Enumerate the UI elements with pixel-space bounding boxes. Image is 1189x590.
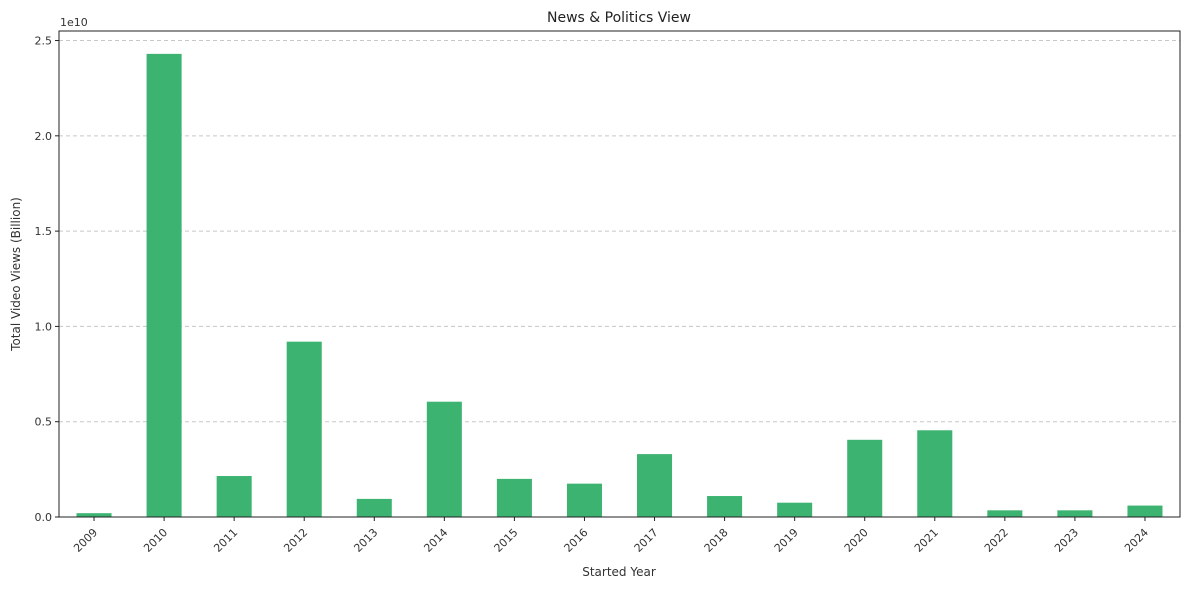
y-axis-ticks: 0.0 0.5 1.0 1.5 2.0 2.5	[35, 35, 59, 524]
x-tick-label: 2015	[492, 526, 521, 555]
x-tick-label: 2010	[141, 526, 170, 555]
x-tick-label: 2011	[211, 526, 240, 555]
bar-2013	[356, 498, 392, 517]
bar-2024	[1127, 505, 1163, 517]
x-tick-label: 2023	[1052, 526, 1081, 555]
x-tick-label: 2009	[71, 526, 100, 555]
bar-2017	[637, 454, 673, 517]
x-tick-label: 2018	[702, 526, 731, 555]
x-axis-ticks: 2009 2010 2011 2012 2013 2014 2015 2016 2017 2018…	[71, 517, 1151, 555]
bar-2019	[777, 502, 813, 517]
x-tick-label: 2022	[982, 526, 1011, 555]
bar-2009	[76, 513, 112, 517]
bar-2021	[917, 430, 953, 517]
bar-2022	[987, 510, 1023, 517]
y-tick-label: 2.0	[35, 130, 53, 143]
x-tick-label: 2016	[562, 526, 591, 555]
x-tick-label: 2020	[842, 526, 871, 555]
y-axis-label: Total Video Views (Billion)	[9, 197, 23, 352]
x-tick-label: 2014	[421, 526, 450, 555]
bar-2018	[707, 496, 743, 517]
bar-2023	[1057, 510, 1093, 517]
x-tick-label: 2017	[632, 526, 661, 555]
bar-2012	[286, 341, 322, 517]
bar-2010	[146, 53, 182, 518]
bar-2020	[847, 439, 883, 517]
plot-frame	[58, 30, 1181, 518]
bar-2014	[426, 401, 462, 517]
y-tick-label: 1.0	[35, 320, 53, 333]
chart-title: News & Politics View	[547, 10, 691, 26]
y-tick-label: 0.5	[35, 416, 53, 429]
x-tick-label: 2012	[281, 526, 310, 555]
bars	[76, 53, 1163, 518]
x-tick-label: 2013	[351, 526, 380, 555]
y-axis-offset-text: 1e10	[60, 16, 88, 29]
y-tick-label: 0.0	[35, 511, 53, 524]
x-tick-label: 2021	[912, 526, 941, 555]
grid-lines	[59, 40, 1180, 423]
x-axis-label: Started Year	[582, 565, 656, 579]
x-tick-label: 2024	[1122, 526, 1151, 555]
y-tick-label: 1.5	[35, 225, 53, 238]
y-tick-label: 2.5	[35, 35, 53, 48]
bar-2015	[496, 478, 532, 517]
bar-2016	[566, 483, 602, 517]
x-tick-label: 2019	[772, 526, 801, 555]
bar-2011	[216, 476, 252, 517]
